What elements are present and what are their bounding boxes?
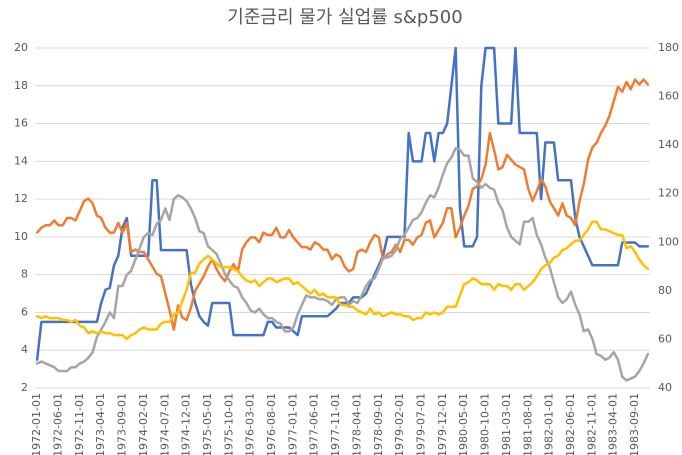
series-line — [35, 220, 650, 341]
x-tick-label: 1973-09-01 — [116, 393, 129, 455]
x-tick-label: 1979-12-01 — [436, 393, 449, 455]
y2-tick-label: 60 — [658, 332, 672, 345]
x-tick-label: 1974-02-01 — [137, 393, 150, 455]
y-tick-label: 14 — [14, 154, 28, 167]
x-tick-label: 1973-04-01 — [94, 393, 107, 455]
x-tick-label: 1975-10-01 — [222, 393, 235, 455]
x-tick-label: 1972-11-01 — [73, 393, 86, 455]
y2-tick-label: 140 — [658, 138, 679, 151]
x-tick-label: 1983-09-01 — [628, 393, 641, 455]
x-tick-label: 1976-08-01 — [265, 393, 278, 455]
y-tick-label: 2 — [21, 381, 28, 394]
y2-tick-label: 100 — [658, 235, 679, 248]
y-tick-label: 16 — [14, 117, 28, 130]
series-line — [35, 146, 650, 382]
x-tick-label: 1976-03-01 — [244, 393, 257, 455]
y2-tick-label: 180 — [658, 41, 679, 54]
x-tick-label: 1981-03-01 — [500, 393, 513, 455]
x-tick-label: 1980-05-01 — [457, 393, 470, 455]
x-tick-label: 1981-08-01 — [521, 393, 534, 455]
x-tick-label: 1978-09-01 — [372, 393, 385, 455]
x-tick-label: 1974-07-01 — [158, 393, 171, 455]
y-tick-label: 18 — [14, 79, 28, 92]
x-tick-label: 1977-11-01 — [329, 393, 342, 455]
x-tick-label: 1982-01-01 — [543, 393, 556, 455]
x-tick-label: 1980-10-01 — [479, 393, 492, 455]
x-tick-label: 1982-11-01 — [585, 393, 598, 455]
x-tick-label: 1977-01-01 — [286, 393, 299, 455]
series-line — [35, 46, 650, 361]
y-tick-label: 6 — [21, 305, 28, 318]
x-tick-label: 1974-12-01 — [180, 393, 193, 455]
x-tick-label: 1982-06-01 — [564, 393, 577, 455]
x-tick-label: 1977-06-01 — [308, 393, 321, 455]
y-tick-label: 10 — [14, 230, 28, 243]
x-tick-label: 1978-04-01 — [350, 393, 363, 455]
x-tick-label: 1979-07-01 — [415, 393, 428, 455]
chart-title: 기준금리 물가 실업률 s&p500 — [227, 7, 462, 28]
y2-tick-label: 120 — [658, 187, 679, 200]
y2-tick-label: 160 — [658, 90, 679, 103]
y-tick-label: 8 — [21, 268, 28, 281]
x-tick-label: 1983-04-01 — [607, 393, 620, 455]
x-tick-label: 1979-02-01 — [393, 393, 406, 455]
y-tick-label: 4 — [21, 343, 28, 356]
y2-tick-label: 80 — [658, 284, 672, 297]
x-tick-label: 1972-01-01 — [30, 393, 43, 455]
y-tick-label: 20 — [14, 41, 28, 54]
y-tick-label: 12 — [14, 192, 28, 205]
y2-tick-label: 40 — [658, 381, 672, 394]
x-tick-label: 1972-06-01 — [51, 393, 64, 455]
x-tick-label: 1975-05-01 — [201, 393, 214, 455]
